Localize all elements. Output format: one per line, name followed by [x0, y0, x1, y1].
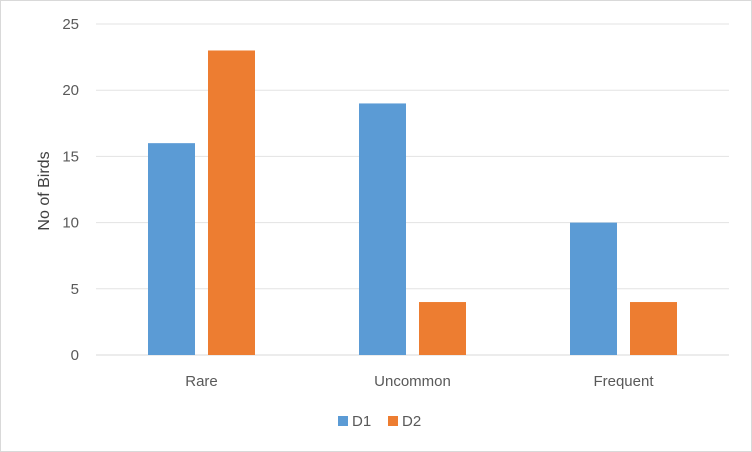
bar-d2-rare: [208, 50, 255, 355]
bars: [148, 50, 677, 355]
y-axis-ticks: 0 5 10 15 20 25: [62, 16, 79, 364]
legend: D1 D2: [338, 413, 421, 430]
bar-d2-frequent: [630, 302, 677, 355]
legend-label-d2: D2: [402, 413, 421, 430]
legend-swatch-d2: [388, 416, 398, 426]
y-tick-label: 20: [62, 82, 79, 99]
bar-d1-uncommon: [359, 103, 406, 355]
x-tick-label: Uncommon: [374, 373, 451, 390]
y-tick-label: 0: [71, 347, 79, 364]
y-tick-label: 5: [71, 281, 79, 298]
x-axis-ticks: Rare Uncommon Frequent: [185, 373, 654, 390]
legend-label-d1: D1: [352, 413, 371, 430]
bar-d2-uncommon: [419, 302, 466, 355]
y-tick-label: 15: [62, 148, 79, 165]
x-tick-label: Frequent: [593, 373, 654, 390]
gridlines: [96, 23, 729, 356]
x-tick-label: Rare: [185, 373, 218, 390]
y-axis-title: No of Birds: [36, 151, 53, 230]
y-tick-label: 10: [62, 215, 79, 232]
bar-d1-rare: [148, 143, 195, 355]
bar-d1-frequent: [570, 222, 617, 355]
y-tick-label: 25: [62, 16, 79, 33]
legend-swatch-d1: [338, 416, 348, 426]
